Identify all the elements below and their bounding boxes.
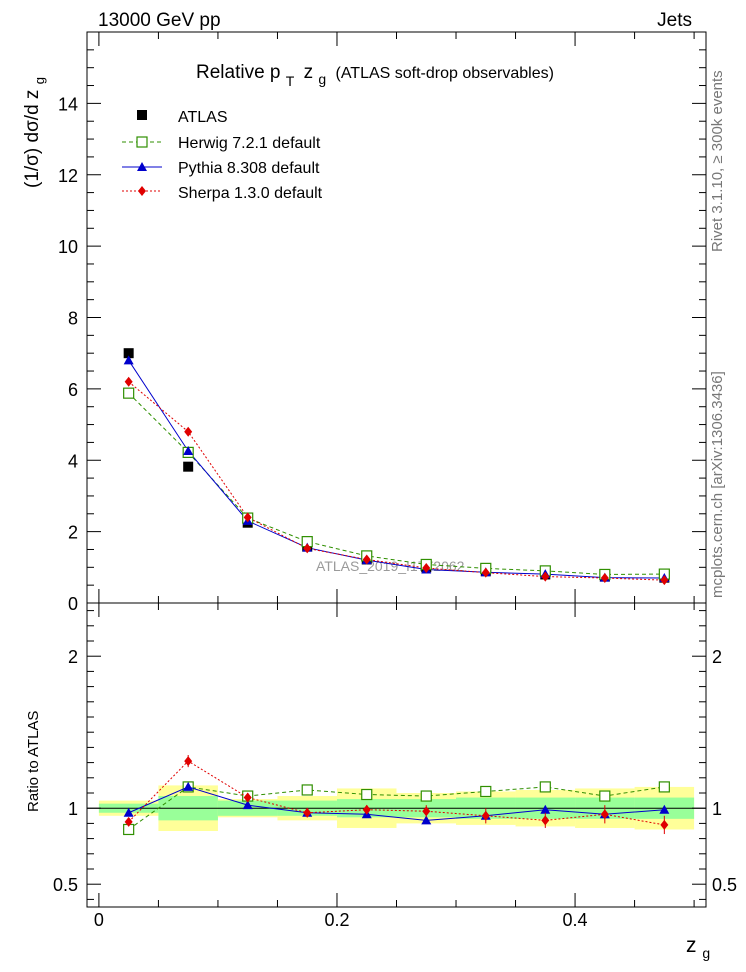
ratio-tick-label: 1	[68, 799, 78, 819]
ratio-frame	[86, 602, 707, 908]
ratio-line-2	[128, 760, 665, 826]
series-point-2	[124, 376, 133, 387]
ratio-point-1	[421, 815, 432, 825]
ratio-tick-label-right: 1	[712, 799, 722, 819]
mcplots-label: mcplots.cern.ch [arXiv:1306.3436]	[709, 371, 726, 598]
legend-label-pythia: Pythia 8.308 default	[178, 160, 320, 177]
ratio-point-2	[243, 792, 252, 803]
series-point-2	[362, 554, 371, 565]
ratio-point-2	[422, 806, 431, 817]
ratio-point-1	[540, 804, 551, 814]
ratio-point-2	[660, 819, 669, 830]
collision-label: 13000 GeV pp	[98, 10, 221, 31]
ratio-point-2	[362, 804, 371, 815]
ratio-point-2	[481, 810, 490, 821]
ratio-point-2	[541, 815, 550, 826]
x-axis-label-main: z	[686, 934, 697, 957]
x-tick-label: 0.2	[324, 910, 349, 930]
series-point-2	[660, 575, 669, 586]
series-point-2	[541, 571, 550, 582]
series-point-2	[422, 563, 431, 574]
ratio-tick-label: 2	[68, 647, 78, 667]
y-tick-label: 2	[68, 523, 78, 543]
ratio-point-0	[658, 781, 670, 793]
series-line-0	[128, 392, 665, 575]
legend: ATLAS Herwig 7.2.1 default Pythia 8.308 …	[122, 109, 323, 202]
ratio-tick-label-right: 0.5	[712, 875, 737, 895]
ratio-point-1	[659, 804, 670, 814]
series-point-2	[184, 426, 193, 437]
legend-label-atlas: ATLAS	[178, 109, 228, 126]
series-point-1	[123, 355, 134, 365]
jets-label: Jets	[657, 10, 692, 31]
ratio-point-1	[183, 781, 194, 791]
y-tick-label: 6	[68, 380, 78, 400]
x-axis-label: z g	[686, 934, 710, 961]
ratio-point-2	[184, 756, 193, 767]
y-tick-label: 10	[58, 237, 78, 257]
ratio-line-0	[128, 786, 665, 830]
ratio-point-0	[599, 790, 611, 802]
series-point-2	[481, 567, 490, 578]
title-var-sub: g	[318, 71, 326, 87]
y-axis-label-sub: g	[32, 77, 47, 84]
ratio-point-2	[303, 807, 312, 818]
atlas-data-point	[123, 348, 134, 359]
legend-marker-sherpa	[138, 186, 146, 196]
legend-marker-pythia	[137, 162, 147, 171]
chart-title: Relative p T z g (ATLAS soft-drop observ…	[196, 62, 554, 91]
ratio-point-0	[301, 784, 313, 796]
x-axis-label-sub: g	[702, 945, 710, 961]
series-line-2	[128, 381, 665, 581]
ratio-point-0	[420, 790, 432, 802]
ratio-point-2	[600, 809, 609, 820]
y-axis-label-main: (1/σ) dσ/d z	[22, 90, 43, 188]
atlas-data-point	[183, 461, 194, 472]
y-tick-label: 8	[68, 309, 78, 329]
ratio-point-1	[123, 807, 134, 817]
ratio-point-0	[361, 788, 373, 801]
y-tick-label: 14	[58, 94, 78, 114]
legend-marker-herwig	[136, 136, 148, 148]
legend-marker-atlas	[137, 110, 147, 120]
legend-label-herwig: Herwig 7.2.1 default	[178, 135, 321, 152]
series-point-2	[600, 573, 609, 584]
series-point-2	[303, 543, 312, 554]
ratio-point-2	[124, 816, 133, 827]
ratio-point-0	[539, 781, 551, 793]
y-tick-label: 12	[58, 166, 78, 186]
series-point-2	[243, 512, 252, 523]
ratio-point-0	[480, 785, 492, 798]
ratio-y-axis-label: Ratio to ATLAS	[25, 711, 42, 812]
ratio-tick-label: 0.5	[53, 875, 78, 895]
ratio-line-1	[128, 786, 665, 821]
series-point-1	[183, 445, 194, 455]
y-tick-label: 0	[68, 594, 78, 614]
x-tick-label: 0.4	[563, 910, 588, 930]
legend-label-sherpa: Sherpa 1.3.0 default	[178, 185, 323, 202]
series-point-0	[123, 387, 135, 399]
y-tick-label: 4	[68, 451, 78, 471]
ratio-point-1	[242, 800, 253, 810]
series-line-1	[128, 360, 665, 579]
title-sub: T	[286, 73, 295, 89]
title-var: z	[304, 62, 314, 83]
title-main: Relative p	[196, 62, 281, 83]
y-axis-label: (1/σ) dσ/d z g	[22, 77, 47, 188]
ratio-tick-label-right: 2	[712, 647, 722, 667]
x-tick-label: 0	[94, 910, 104, 930]
rivet-label: Rivet 3.1.10, ≥ 300k events	[709, 70, 726, 252]
title-tail: (ATLAS soft-drop observables)	[335, 65, 553, 82]
